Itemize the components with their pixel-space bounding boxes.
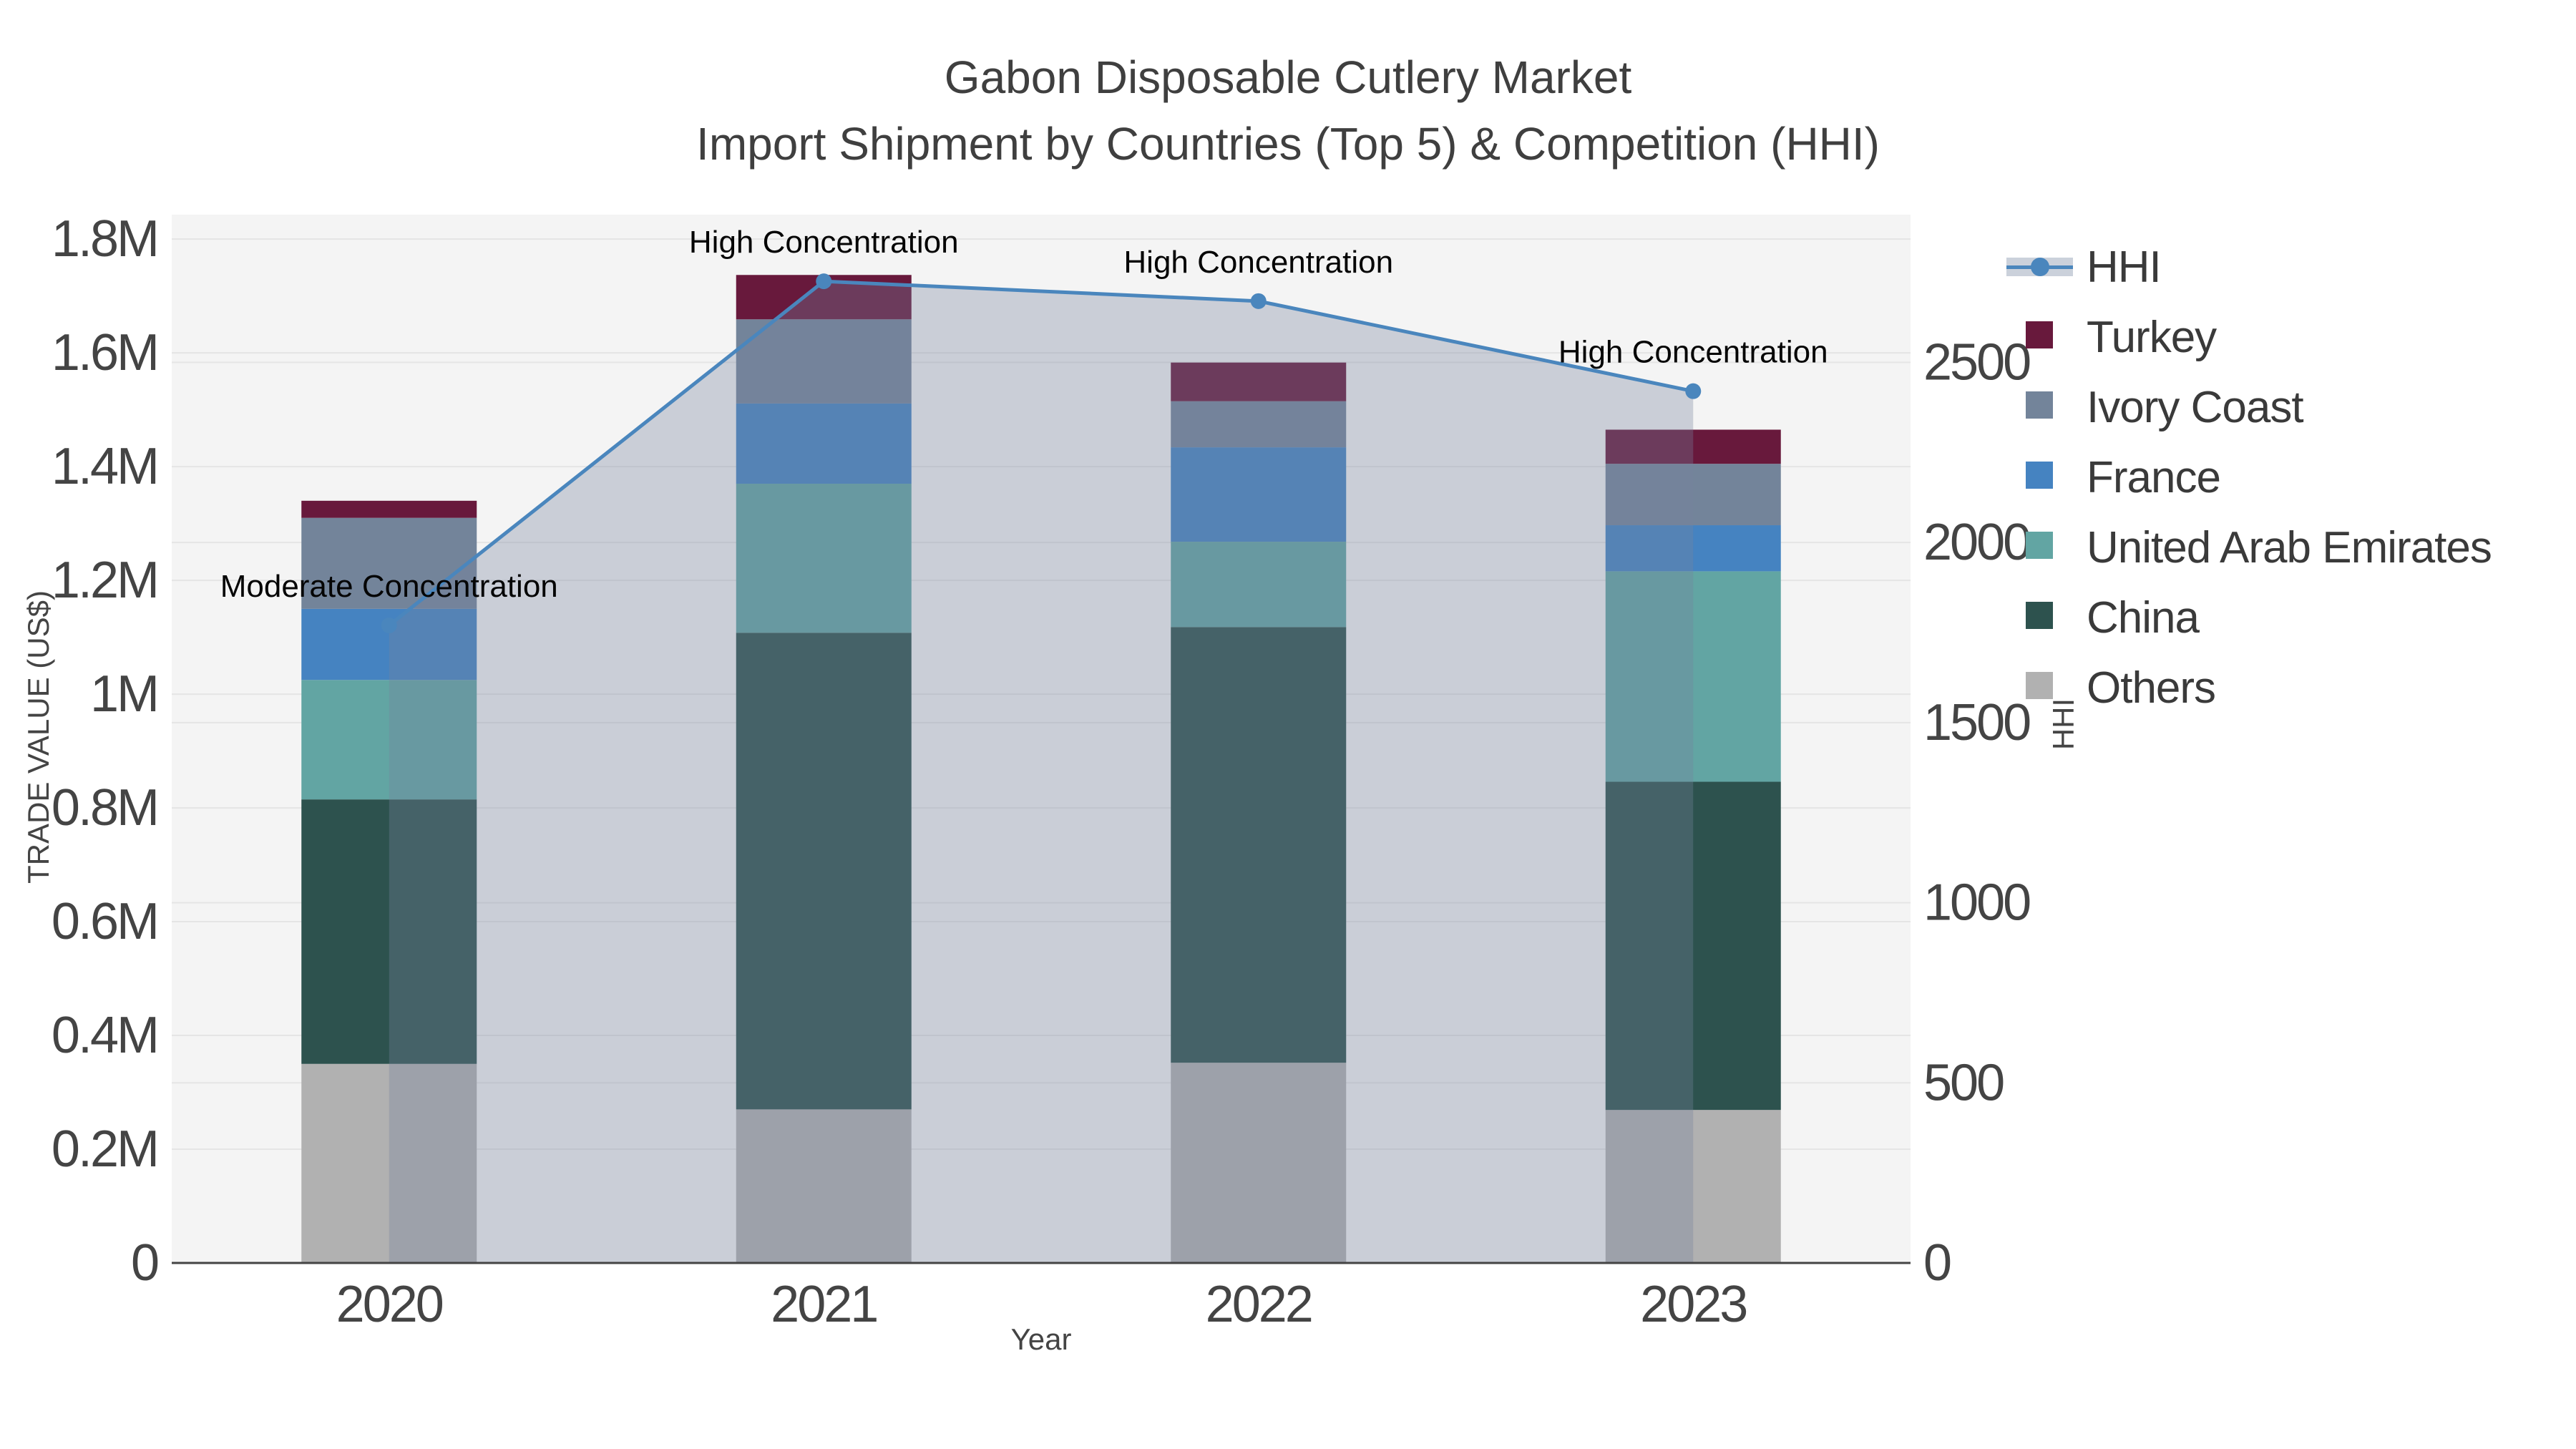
legend-label: HHI (2087, 242, 2162, 292)
annotation-text: High Concentration (689, 225, 959, 260)
tick-label-left: 0 (131, 1234, 158, 1292)
tick-label-left: 0.2M (52, 1121, 157, 1178)
bar-segment-others[interactable] (736, 1109, 912, 1263)
bar-segment-france[interactable] (736, 403, 912, 484)
chart-title: Gabon Disposable Cutlery Market Import S… (0, 44, 2576, 177)
tick-label-left: 0.4M (52, 1007, 157, 1064)
y-axis-title-left: TRADE VALUE (US$) (21, 590, 55, 884)
bar-segment-others[interactable] (1605, 1110, 1781, 1263)
bar-segment-united-arab-emirates[interactable] (1171, 542, 1347, 628)
bar-segment-turkey[interactable] (301, 500, 477, 518)
bar-segment-ivory-coast[interactable] (301, 517, 477, 609)
hhi-marker[interactable] (816, 273, 832, 290)
legend-item-ivory-coast[interactable]: Ivory Coast (2004, 372, 2492, 442)
legend-item-others[interactable]: Others (2004, 653, 2492, 723)
legend-label: China (2087, 592, 2200, 643)
tick-label-right: 0 (1923, 1234, 1951, 1292)
bars-group (301, 275, 1781, 1263)
tick-label-right: 2500 (1923, 333, 2030, 391)
legend-item-hhi[interactable]: HHI (2004, 232, 2492, 302)
legend-label: United Arab Emirates (2087, 522, 2492, 572)
bar-segment-others[interactable] (1171, 1063, 1347, 1263)
hhi-line (388, 279, 1694, 627)
bar-segment-china[interactable] (301, 799, 477, 1064)
france-swatch-icon (2026, 462, 2053, 489)
bar-segment-ivory-coast[interactable] (1171, 401, 1347, 448)
annotation-text: High Concentration (1123, 245, 1393, 280)
bar-segment-others[interactable] (301, 1063, 477, 1263)
x-axis-title: Year (1010, 1322, 1072, 1356)
bar-segment-turkey[interactable] (1171, 362, 1347, 401)
tick-label-left: 0.8M (52, 779, 157, 836)
bar-segment-united-arab-emirates[interactable] (1605, 571, 1781, 782)
ivory-coast-swatch-icon (2026, 391, 2053, 419)
chart-title-line2: Import Shipment by Countries (Top 5) & C… (696, 118, 1880, 170)
bar-segment-united-arab-emirates[interactable] (301, 680, 477, 800)
bar-segment-united-arab-emirates[interactable] (736, 483, 912, 633)
turkey-swatch-icon (2026, 321, 2053, 348)
bar-segment-china[interactable] (1605, 781, 1781, 1111)
legend-item-turkey[interactable]: Turkey (2004, 302, 2492, 372)
legend: HHI Turkey Ivory Coast France United Ara… (2004, 232, 2492, 723)
legend-label: Turkey (2087, 312, 2217, 362)
x-tick-label: 2023 (1640, 1276, 1746, 1333)
hhi-line-symbol (2004, 251, 2075, 283)
legend-item-united-arab-emirates[interactable]: United Arab Emirates (2004, 512, 2492, 582)
tick-label-left: 0.6M (52, 893, 157, 950)
legend-item-france[interactable]: France (2004, 442, 2492, 512)
tick-label-right: 1500 (1923, 694, 2030, 751)
others-swatch-icon (2026, 672, 2053, 699)
legend-label: Ivory Coast (2087, 382, 2304, 432)
x-tick-label: 2020 (336, 1276, 443, 1333)
hhi-area-fill (389, 281, 1694, 1263)
bar-segment-ivory-coast[interactable] (1605, 464, 1781, 526)
tick-label-left: 1.8M (52, 210, 157, 268)
bar-segment-ivory-coast[interactable] (736, 319, 912, 404)
bar-segment-china[interactable] (736, 633, 912, 1110)
tick-label-left: 1M (90, 665, 157, 723)
uae-swatch-icon (2026, 532, 2053, 559)
legend-label: France (2087, 452, 2221, 502)
bar-segment-turkey[interactable] (1605, 429, 1781, 464)
tick-label-right: 2000 (1923, 514, 2030, 571)
hhi-marker[interactable] (1250, 293, 1267, 309)
hhi-marker-dot-icon (2031, 258, 2049, 276)
legend-item-china[interactable]: China (2004, 582, 2492, 653)
bar-segment-france[interactable] (1171, 447, 1347, 542)
tick-label-left: 1.4M (52, 438, 157, 495)
x-tick-label: 2022 (1206, 1276, 1312, 1333)
hhi-marker[interactable] (1685, 383, 1702, 399)
chart-title-line1: Gabon Disposable Cutlery Market (944, 52, 1632, 103)
bar-segment-china[interactable] (1171, 627, 1347, 1063)
x-tick-label: 2021 (771, 1276, 877, 1333)
hhi-marker[interactable] (381, 617, 397, 633)
tick-label-right: 500 (1923, 1054, 2004, 1111)
annotation-text: Moderate Concentration (220, 569, 558, 604)
tick-label-left: 1.6M (52, 324, 157, 381)
legend-label: Others (2087, 663, 2216, 713)
tick-label-right: 1000 (1923, 874, 2030, 932)
bar-segment-france[interactable] (1605, 525, 1781, 572)
china-swatch-icon (2026, 602, 2053, 629)
tick-label-left: 1.2M (52, 552, 157, 609)
annotation-text: High Concentration (1558, 335, 1828, 370)
